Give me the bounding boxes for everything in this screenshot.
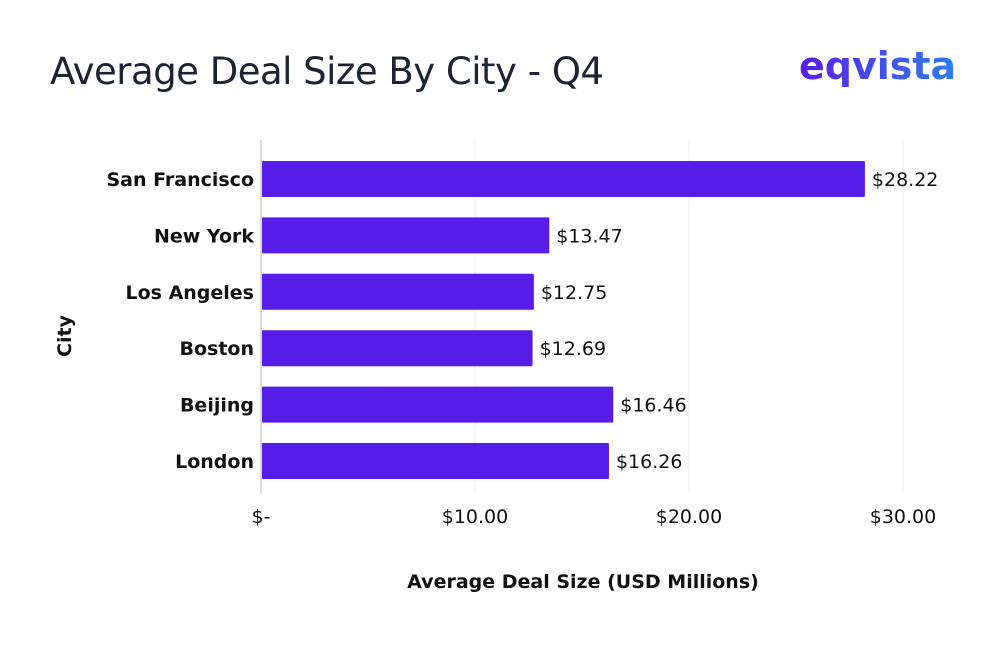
x-tick-label: $-: [252, 506, 271, 528]
category-label: Los Angeles: [125, 282, 254, 304]
value-label: $28.22: [872, 169, 938, 191]
category-label: San Francisco: [106, 169, 254, 191]
category-label: New York: [154, 225, 254, 247]
bar: [262, 217, 550, 254]
category-label: Boston: [179, 338, 254, 360]
bar: [262, 161, 865, 197]
y-axis-label: City: [54, 314, 76, 357]
x-tick-label: $20.00: [656, 506, 722, 528]
eqvista-logo: eqvista: [799, 44, 957, 88]
chart-title: Average Deal Size By City - Q4: [50, 50, 604, 93]
bar: [262, 330, 533, 367]
value-label: $16.26: [616, 451, 682, 473]
x-tick-label: $10.00: [442, 506, 508, 528]
value-label: $16.46: [620, 395, 686, 417]
category-label: London: [175, 451, 254, 473]
value-label: $12.75: [541, 282, 607, 304]
category-label: Beijing: [180, 395, 254, 417]
value-label: $12.69: [540, 338, 606, 360]
bar: [262, 443, 609, 479]
bar: [262, 386, 614, 423]
bar: [262, 273, 534, 310]
x-tick-label: $30.00: [870, 506, 936, 528]
x-axis-label: Average Deal Size (USD Millions): [407, 571, 759, 593]
value-label: $13.47: [556, 225, 622, 247]
